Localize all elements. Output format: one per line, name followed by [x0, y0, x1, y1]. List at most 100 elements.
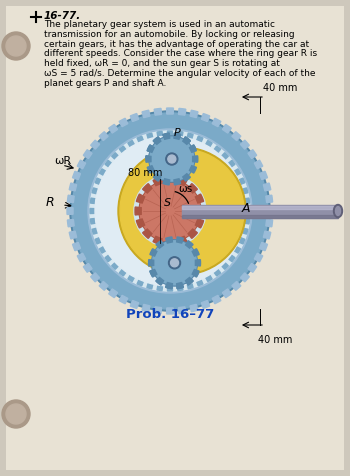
Polygon shape	[201, 114, 210, 121]
Polygon shape	[167, 308, 173, 314]
Polygon shape	[177, 131, 183, 137]
Text: held fixed, ωR = 0, and the sun gear S is rotating at: held fixed, ωR = 0, and the sun gear S i…	[44, 59, 280, 68]
Polygon shape	[148, 259, 154, 266]
Polygon shape	[150, 269, 157, 277]
Polygon shape	[195, 259, 201, 266]
Polygon shape	[156, 241, 163, 248]
Polygon shape	[147, 283, 153, 289]
Bar	[182, 215, 338, 218]
Polygon shape	[153, 237, 162, 245]
Circle shape	[2, 32, 30, 60]
Polygon shape	[128, 275, 134, 281]
Text: Prob. 16–77: Prob. 16–77	[126, 307, 214, 320]
Polygon shape	[142, 184, 152, 193]
Polygon shape	[150, 269, 157, 277]
Polygon shape	[137, 136, 144, 143]
Polygon shape	[254, 253, 263, 262]
Polygon shape	[177, 283, 183, 288]
Polygon shape	[254, 160, 263, 169]
Polygon shape	[232, 132, 241, 140]
Circle shape	[153, 241, 197, 285]
Circle shape	[140, 181, 200, 241]
Polygon shape	[163, 133, 170, 139]
Polygon shape	[248, 263, 257, 272]
Polygon shape	[195, 194, 204, 203]
Polygon shape	[109, 124, 118, 133]
Polygon shape	[190, 304, 198, 312]
Circle shape	[120, 149, 244, 273]
Circle shape	[139, 180, 201, 242]
Polygon shape	[196, 279, 203, 286]
Polygon shape	[199, 207, 205, 215]
Polygon shape	[142, 184, 152, 193]
Polygon shape	[153, 137, 161, 144]
Text: A: A	[242, 202, 251, 216]
Circle shape	[150, 137, 194, 181]
Text: 16-77.: 16-77.	[44, 11, 81, 21]
Polygon shape	[166, 176, 174, 182]
Circle shape	[2, 400, 30, 428]
Polygon shape	[183, 174, 190, 181]
Polygon shape	[189, 145, 196, 152]
Polygon shape	[186, 278, 193, 285]
Polygon shape	[188, 184, 197, 193]
Polygon shape	[205, 140, 212, 147]
Polygon shape	[174, 179, 181, 185]
Circle shape	[149, 136, 195, 182]
Text: planet gears P and shaft A.: planet gears P and shaft A.	[44, 79, 166, 88]
Polygon shape	[178, 237, 187, 245]
Polygon shape	[90, 218, 96, 224]
Polygon shape	[95, 178, 101, 185]
Circle shape	[70, 111, 270, 311]
Polygon shape	[267, 208, 273, 214]
Polygon shape	[112, 153, 119, 159]
Polygon shape	[166, 237, 173, 243]
Polygon shape	[242, 188, 248, 194]
Polygon shape	[166, 237, 173, 243]
Polygon shape	[119, 146, 126, 153]
Polygon shape	[195, 219, 204, 228]
Polygon shape	[92, 188, 98, 194]
Polygon shape	[67, 208, 73, 214]
Polygon shape	[119, 295, 128, 304]
Polygon shape	[195, 194, 204, 203]
Polygon shape	[244, 198, 250, 204]
Polygon shape	[222, 124, 231, 133]
Text: 40 mm: 40 mm	[263, 83, 297, 93]
Polygon shape	[212, 118, 221, 127]
Polygon shape	[68, 195, 74, 202]
Polygon shape	[196, 136, 203, 143]
Polygon shape	[201, 300, 210, 308]
Polygon shape	[240, 273, 249, 282]
Polygon shape	[192, 269, 199, 277]
Polygon shape	[186, 241, 193, 248]
Polygon shape	[95, 238, 101, 244]
Circle shape	[170, 259, 178, 267]
Polygon shape	[178, 237, 187, 245]
Polygon shape	[99, 281, 108, 290]
Polygon shape	[83, 150, 92, 159]
Polygon shape	[109, 289, 118, 298]
Polygon shape	[99, 132, 108, 140]
Polygon shape	[259, 242, 267, 251]
Polygon shape	[195, 259, 201, 266]
Circle shape	[153, 241, 197, 285]
Polygon shape	[146, 156, 151, 162]
Circle shape	[88, 129, 252, 293]
Polygon shape	[177, 283, 183, 288]
Polygon shape	[240, 140, 249, 149]
Polygon shape	[221, 262, 228, 269]
Polygon shape	[112, 262, 119, 269]
Polygon shape	[142, 229, 152, 238]
Polygon shape	[166, 240, 174, 246]
Polygon shape	[193, 156, 198, 162]
Polygon shape	[244, 218, 250, 224]
Polygon shape	[156, 278, 163, 285]
Polygon shape	[238, 238, 245, 244]
Polygon shape	[105, 160, 112, 167]
Polygon shape	[150, 249, 157, 256]
Ellipse shape	[334, 205, 343, 218]
Polygon shape	[77, 160, 86, 169]
Text: ωS = 5 rad/s. Determine the angular velocity of each of the: ωS = 5 rad/s. Determine the angular velo…	[44, 69, 315, 78]
Polygon shape	[263, 231, 271, 239]
